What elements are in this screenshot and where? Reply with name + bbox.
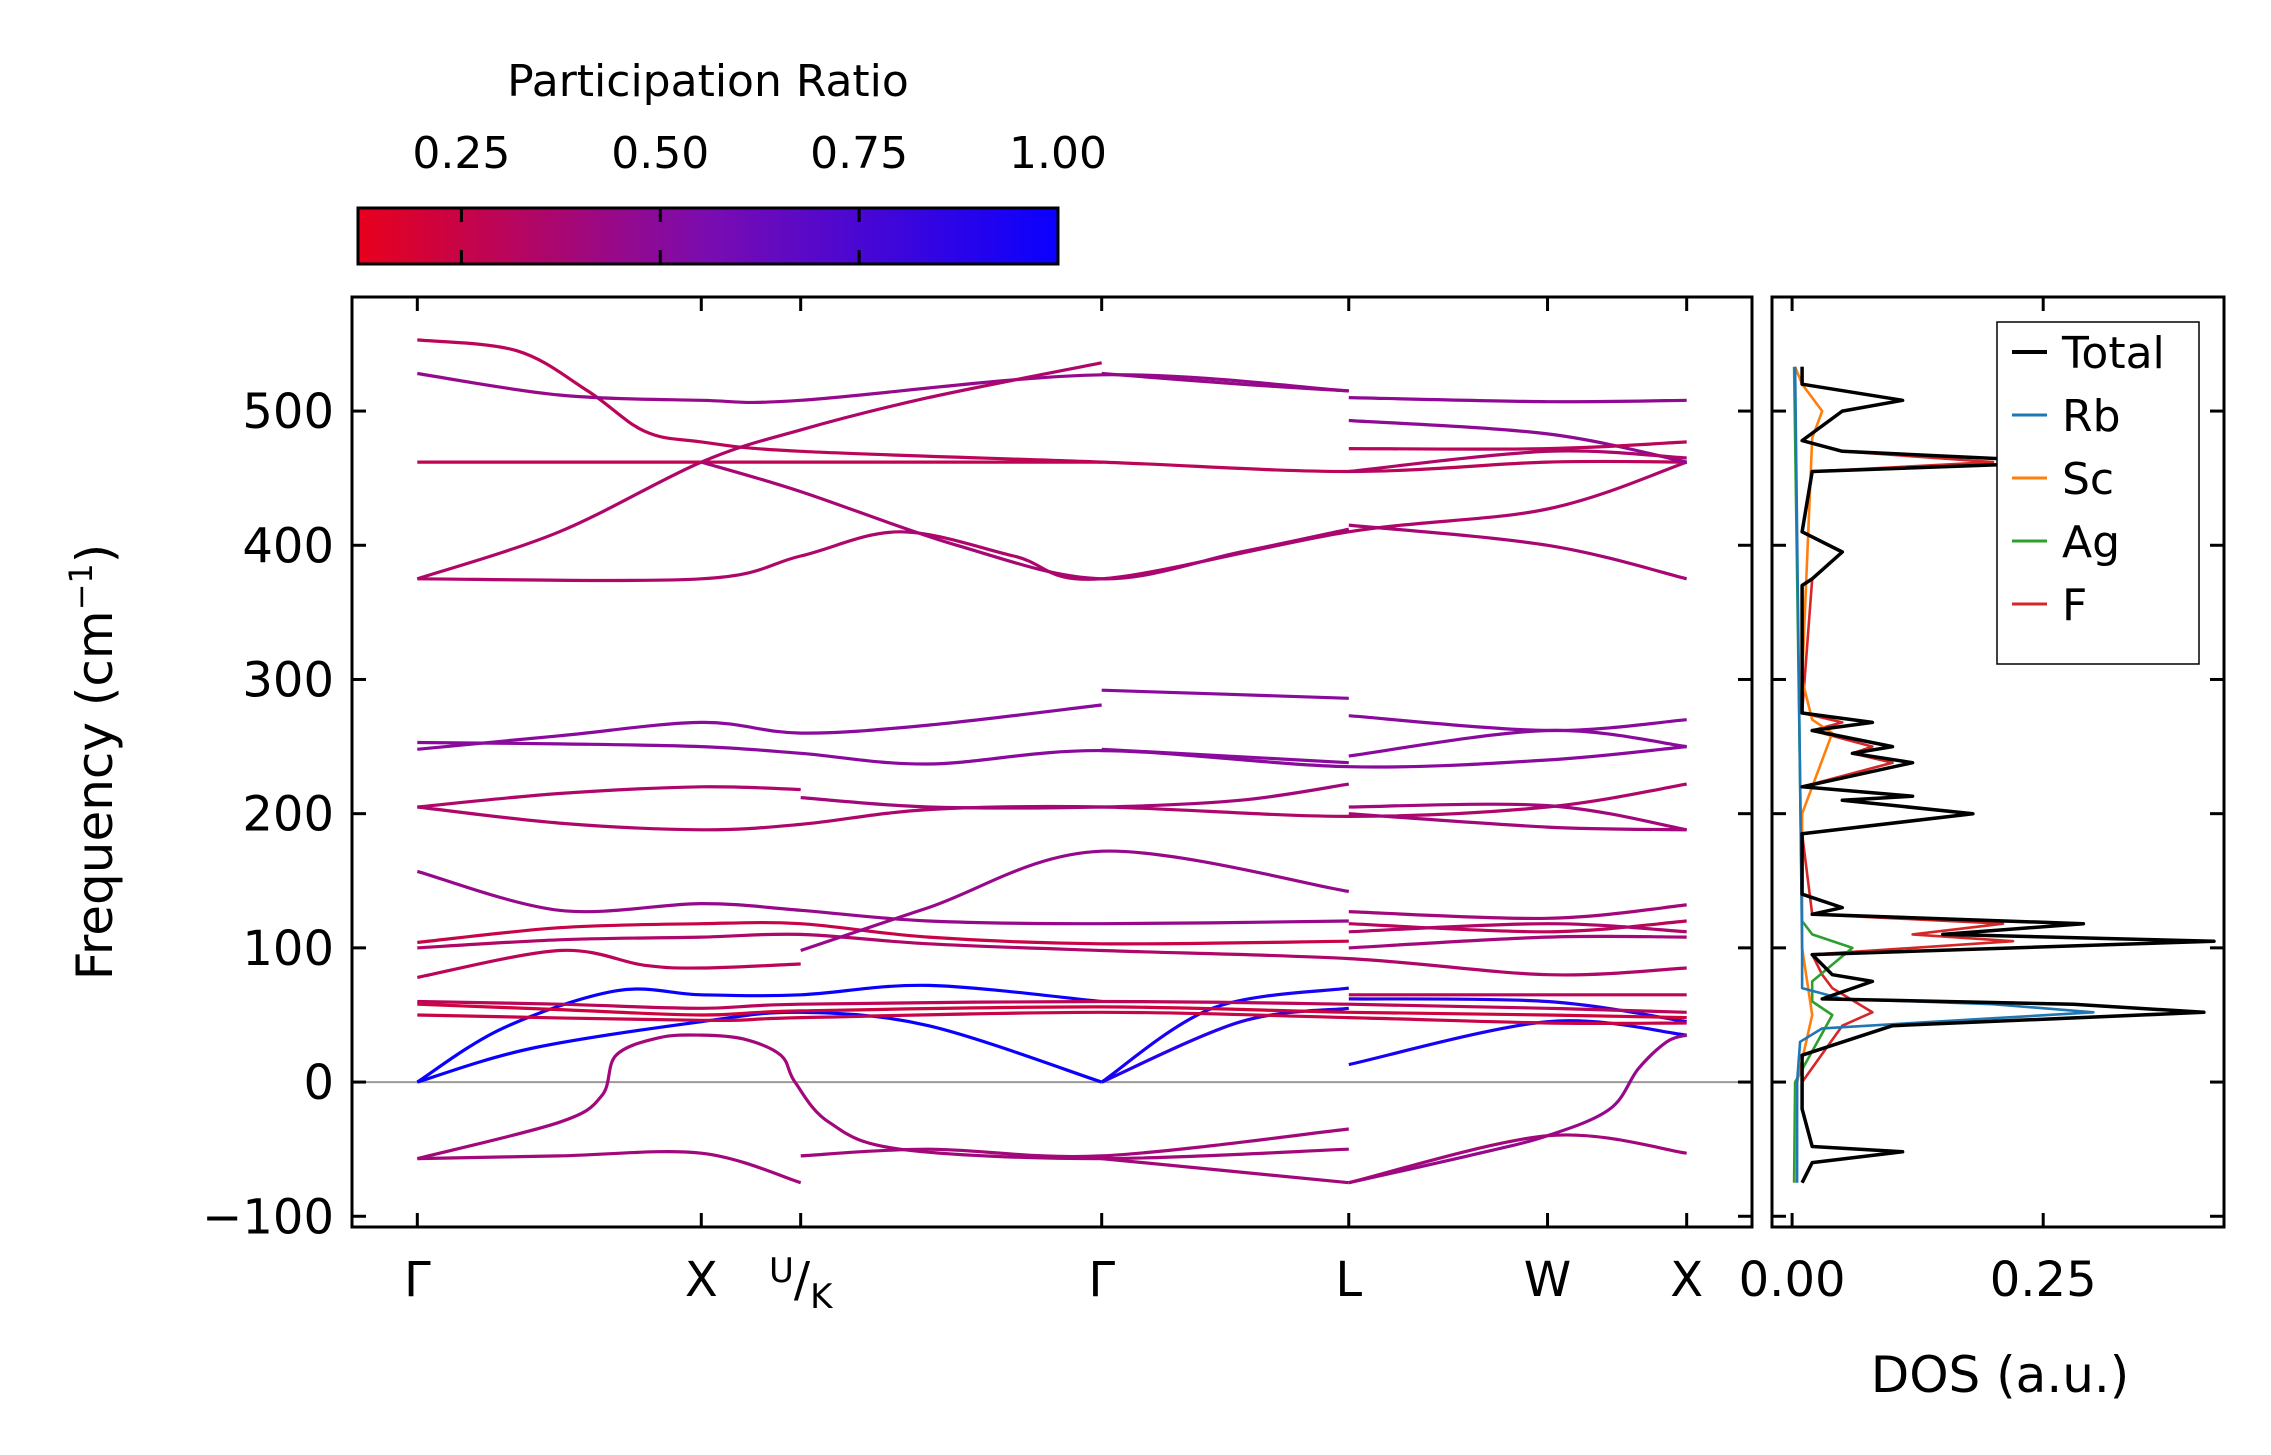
ylabel-main: Frequency (cm xyxy=(66,610,124,980)
colorbar-tick-label: 1.00 xyxy=(1009,128,1107,179)
dos-line-total xyxy=(1800,366,2216,1184)
band-line xyxy=(417,740,1687,769)
legend-label-sc: Sc xyxy=(2062,454,2114,505)
legend-label-f: F xyxy=(2062,580,2087,631)
band-line xyxy=(1348,418,1688,464)
band-line xyxy=(700,460,1350,581)
band-line xyxy=(1101,1157,1349,1185)
band-line xyxy=(417,371,1349,405)
band-line xyxy=(1101,1006,1349,1084)
band-line xyxy=(1101,747,1349,765)
band-line xyxy=(800,782,1350,810)
y-tick-label: 0 xyxy=(303,1055,334,1111)
dos-line-ag xyxy=(1792,366,1854,1183)
kpath-axis-ticks: Γ X U/K Γ L W X xyxy=(404,297,1703,1317)
dos-lines xyxy=(1792,366,2216,1184)
colorbar: Participation Ratio 0.25 0.50 0.75 1.00 xyxy=(356,56,1107,266)
y-tick-label: 200 xyxy=(242,787,334,843)
band-line xyxy=(1348,802,1687,832)
k-point-label: Γ xyxy=(1088,1252,1115,1308)
ylabel-close: ) xyxy=(66,544,124,564)
band-line xyxy=(1348,523,1688,581)
dos-axis-title: DOS (a.u.) xyxy=(1871,1346,2130,1404)
band-line xyxy=(1348,922,1687,934)
dos-axis-ticks: 0.00 0.25 xyxy=(1739,297,2097,1308)
band-line xyxy=(417,999,1687,1014)
y-tick-label: 400 xyxy=(242,518,334,574)
dos-axes-frame xyxy=(1770,295,2226,1229)
band-structure-panel: −100 0 100 200 300 400 500 Γ X U/K Γ L W X Frequency… xyxy=(62,295,1754,1317)
frequency-axis-title: Frequency (cm−1) xyxy=(62,544,124,981)
band-line xyxy=(1348,396,1687,404)
band-line xyxy=(417,1010,1687,1025)
dos-x-tick-label: 0.25 xyxy=(1990,1252,2097,1308)
y-tick-label: 300 xyxy=(242,652,334,708)
colorbar-tick-label: 0.25 xyxy=(412,128,510,179)
band-line xyxy=(1348,714,1687,733)
band-line xyxy=(1348,728,1687,758)
band-line xyxy=(417,460,1688,583)
band-line xyxy=(417,785,801,809)
k-point-label: X xyxy=(685,1252,718,1308)
legend-label-rb: Rb xyxy=(2062,391,2121,442)
band-line xyxy=(1348,1033,1688,1185)
band-line xyxy=(1348,934,1687,950)
y-tick-label: −100 xyxy=(202,1189,334,1245)
legend-label-ag: Ag xyxy=(2062,517,2120,568)
band-line xyxy=(417,948,801,979)
dos-line-sc xyxy=(1793,366,1834,1183)
band-line xyxy=(417,1149,802,1185)
band-line xyxy=(417,932,1687,977)
colorbar-gradient xyxy=(356,206,1060,266)
band-axes-frame xyxy=(350,295,1754,1229)
colorbar-tick-label: 0.50 xyxy=(611,128,709,179)
band-line xyxy=(1101,688,1349,700)
legend-frame xyxy=(1996,321,2200,665)
band-line xyxy=(1348,812,1687,832)
band-line xyxy=(800,1127,1349,1159)
band-line xyxy=(417,703,1102,751)
band-line xyxy=(1101,371,1349,393)
k-point-label: Γ xyxy=(404,1252,431,1308)
ylabel-superscript: −1 xyxy=(62,563,100,610)
dos-frequency-ticks xyxy=(1772,409,2224,1218)
dos-x-tick-label: 0.00 xyxy=(1739,1252,1846,1308)
band-line xyxy=(1348,903,1687,921)
band-line xyxy=(416,869,1349,926)
y-tick-label: 500 xyxy=(242,384,334,440)
band-lines xyxy=(416,338,1688,1185)
k-point-label: L xyxy=(1335,1252,1362,1308)
band-line xyxy=(417,920,1349,946)
band-line xyxy=(1348,1019,1687,1067)
band-line xyxy=(416,1033,1349,1161)
k-point-label: X xyxy=(1670,1252,1703,1308)
band-line xyxy=(417,1002,1687,1020)
colorbar-tick-label: 0.75 xyxy=(810,128,908,179)
y-tick-label: 100 xyxy=(242,921,334,977)
band-line xyxy=(1348,1133,1687,1185)
k-point-label: W xyxy=(1524,1252,1571,1308)
legend-label-total: Total xyxy=(2061,328,2165,379)
band-line xyxy=(1348,440,1687,451)
band-line xyxy=(416,361,1103,581)
dos-panel: 0.00 0.25 DOS (a.u.) Total Rb Sc Ag F xyxy=(1739,295,2226,1404)
band-line xyxy=(416,1010,1103,1084)
band-line xyxy=(417,338,1687,474)
dos-line-f xyxy=(1800,366,2015,1184)
dos-line-rb xyxy=(1793,366,2095,1183)
band-line xyxy=(800,849,1350,953)
dos-legend: Total Rb Sc Ag F xyxy=(1996,321,2200,665)
colorbar-title: Participation Ratio xyxy=(507,56,909,107)
band-line xyxy=(1348,919,1687,934)
colorbar-ticks: 0.25 0.50 0.75 1.00 xyxy=(412,128,1107,264)
frequency-axis-ticks: −100 0 100 200 300 400 500 xyxy=(202,384,1752,1245)
band-line xyxy=(1348,449,1687,474)
band-line xyxy=(416,983,1102,1084)
k-point-label: U/K xyxy=(769,1251,834,1317)
